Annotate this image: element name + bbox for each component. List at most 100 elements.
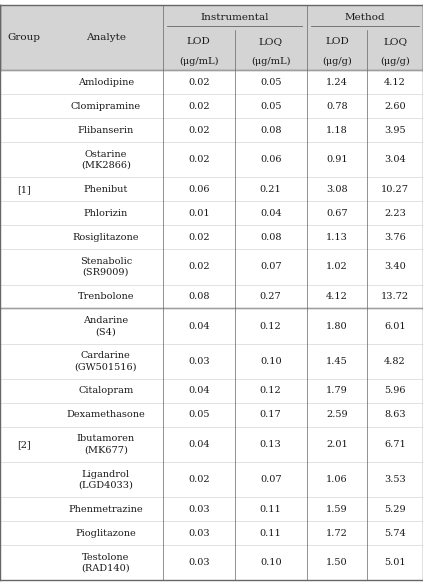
Text: 0.02: 0.02 [188,263,210,271]
Text: 5.74: 5.74 [384,529,406,538]
Text: Ostarine
(MK2866): Ostarine (MK2866) [81,150,131,170]
Text: Citalopram: Citalopram [78,386,133,395]
Text: 1.45: 1.45 [326,357,348,366]
Text: 0.08: 0.08 [260,126,281,135]
Text: LOD: LOD [325,37,349,46]
Text: 3.40: 3.40 [384,263,406,271]
Text: 0.03: 0.03 [188,558,210,567]
Text: (μg/mL): (μg/mL) [251,57,291,66]
Text: LOQ: LOQ [258,37,283,46]
Text: 5.29: 5.29 [384,505,406,514]
Text: 0.03: 0.03 [188,529,210,538]
Text: 4.12: 4.12 [326,292,348,301]
Text: 0.01: 0.01 [188,209,210,218]
Text: 0.02: 0.02 [188,475,210,484]
Text: 1.18: 1.18 [326,126,348,135]
Text: [2]: [2] [17,440,31,449]
Text: Amlodipine: Amlodipine [78,78,134,87]
Text: 0.12: 0.12 [260,322,282,331]
Text: Dexamethasone: Dexamethasone [66,410,145,419]
Text: Flibanserin: Flibanserin [78,126,134,135]
Text: 2.23: 2.23 [384,209,406,218]
Text: 0.27: 0.27 [260,292,282,301]
Text: 0.04: 0.04 [188,440,210,449]
Text: 0.02: 0.02 [188,78,210,87]
Text: 0.02: 0.02 [188,126,210,135]
Text: 0.05: 0.05 [260,78,281,87]
Text: Pioglitazone: Pioglitazone [75,529,136,538]
Text: 2.60: 2.60 [384,102,406,111]
Text: 0.13: 0.13 [260,440,282,449]
Text: 0.02: 0.02 [188,102,210,111]
Text: Trenbolone: Trenbolone [77,292,134,301]
Text: 1.24: 1.24 [326,78,348,87]
Text: 0.07: 0.07 [260,263,282,271]
Text: 13.72: 13.72 [381,292,409,301]
Bar [0,5,423,70]
Text: Method: Method [344,13,385,22]
Text: Phenmetrazine: Phenmetrazine [69,505,143,514]
Text: (μg/g): (μg/g) [380,57,410,66]
Text: 10.27: 10.27 [381,185,409,194]
Text: 1.79: 1.79 [326,386,348,395]
Text: 5.96: 5.96 [385,386,406,395]
Text: 1.72: 1.72 [326,529,348,538]
Text: 8.63: 8.63 [384,410,406,419]
Text: 0.03: 0.03 [188,505,210,514]
Text: 3.53: 3.53 [384,475,406,484]
Text: 0.10: 0.10 [260,558,282,567]
Text: 4.82: 4.82 [384,357,406,366]
Text: Analyte: Analyte [86,33,126,42]
Text: Phlorizin: Phlorizin [84,209,128,218]
Text: 0.02: 0.02 [188,233,210,242]
Text: 0.05: 0.05 [260,102,281,111]
Text: (μg/g): (μg/g) [322,57,352,66]
Text: Phenibut: Phenibut [84,185,128,194]
Text: 1.59: 1.59 [326,505,348,514]
Text: 0.10: 0.10 [260,357,282,366]
Text: 2.59: 2.59 [326,410,348,419]
Text: Ligandrol
(LGD4033): Ligandrol (LGD4033) [78,470,133,490]
Text: 0.08: 0.08 [188,292,209,301]
Text: 0.21: 0.21 [260,185,282,194]
Text: 0.12: 0.12 [260,386,282,395]
Text: 0.78: 0.78 [326,102,348,111]
Text: Ibutamoren
(MK677): Ibutamoren (MK677) [77,434,135,455]
Text: 5.01: 5.01 [384,558,406,567]
Text: LOD: LOD [187,37,211,46]
Text: 6.71: 6.71 [384,440,406,449]
Text: 4.12: 4.12 [384,78,406,87]
Text: Andarine
(S4): Andarine (S4) [83,316,128,336]
Text: 1.02: 1.02 [326,263,348,271]
Text: 0.03: 0.03 [188,357,210,366]
Text: 3.04: 3.04 [384,155,406,164]
Text: 0.11: 0.11 [260,505,282,514]
Text: Clomipramine: Clomipramine [71,102,141,111]
Text: (μg/mL): (μg/mL) [179,57,219,66]
Text: Testolone
(RAD140): Testolone (RAD140) [82,553,130,573]
Text: Rosiglitazone: Rosiglitazone [72,233,139,242]
Text: 0.04: 0.04 [260,209,282,218]
Text: 0.04: 0.04 [188,386,210,395]
Text: 1.13: 1.13 [326,233,348,242]
Text: 3.76: 3.76 [384,233,406,242]
Text: [1]: [1] [17,185,31,194]
Text: 0.91: 0.91 [326,155,348,164]
Text: 0.08: 0.08 [260,233,281,242]
Text: Instrumental: Instrumental [201,13,269,22]
Text: 3.08: 3.08 [326,185,348,194]
Text: Stenabolic
(SR9009): Stenabolic (SR9009) [80,257,132,277]
Text: 1.50: 1.50 [326,558,348,567]
Text: 0.04: 0.04 [188,322,210,331]
Text: 0.11: 0.11 [260,529,282,538]
Text: 6.01: 6.01 [384,322,406,331]
Text: 0.07: 0.07 [260,475,282,484]
Text: 3.95: 3.95 [384,126,406,135]
Text: 1.80: 1.80 [326,322,348,331]
Text: 2.01: 2.01 [326,440,348,449]
Text: 1.06: 1.06 [326,475,348,484]
Text: Cardarine
(GW501516): Cardarine (GW501516) [74,351,137,371]
Text: 0.05: 0.05 [188,410,209,419]
Text: 0.06: 0.06 [188,185,209,194]
Text: LOQ: LOQ [383,37,407,46]
